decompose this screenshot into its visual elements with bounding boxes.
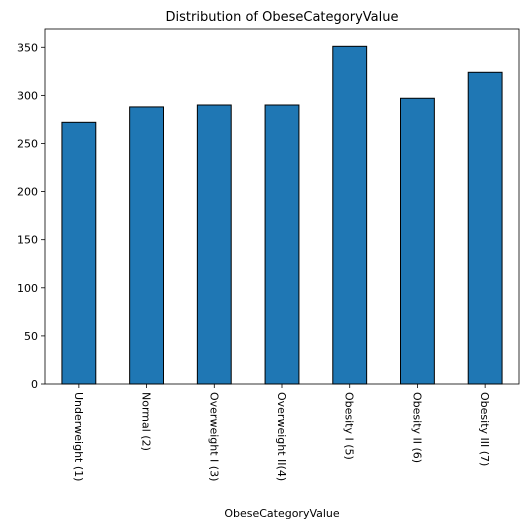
x-tick-label: Obesity I (5) [343,392,356,460]
y-axis: 0 50 100 150 200 250 300 350 [17,41,45,391]
x-tick-label: Normal (2) [140,392,153,451]
chart-title: Distribution of ObeseCategoryValue [166,10,399,25]
y-tick-label: 150 [17,234,38,247]
y-tick-label: 100 [17,282,38,295]
bar-2 [129,106,164,385]
plot-frame [44,28,520,385]
y-tick-label: 200 [17,186,38,199]
bar-1 [61,121,97,385]
bars-group [61,45,503,385]
x-tick-label: Underweight (1) [72,392,85,481]
y-tick-label: 250 [17,137,38,150]
bar-5 [332,45,368,385]
bar-6 [400,97,435,385]
y-tick-label: 0 [31,378,38,391]
bar-4 [264,104,300,385]
x-axis: Underweight (1) Normal (2) Overweight I (3… [72,384,491,481]
x-tick-label: Overweight II(4) [275,392,288,481]
y-tick-label: 300 [17,89,38,102]
x-tick-label: Obesity III (7) [478,392,491,466]
x-axis-label: ObeseCategoryValue [224,507,340,520]
y-tick-label: 50 [24,330,38,343]
x-tick-label: Overweight I (3) [207,392,220,481]
bar-7 [467,71,503,385]
x-tick-label: Obesity II (6) [410,392,423,463]
y-tick-label: 350 [17,41,38,54]
bar-3 [196,104,232,385]
